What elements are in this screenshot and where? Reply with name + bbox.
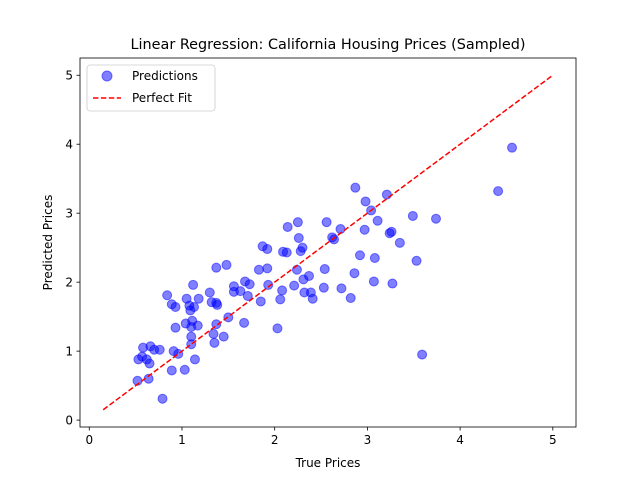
- x-tick-label: 4: [456, 433, 464, 447]
- data-point: [212, 299, 223, 310]
- y-tick-label: 4: [65, 138, 73, 152]
- data-point: [417, 349, 428, 360]
- data-point: [387, 278, 398, 289]
- data-point: [170, 301, 181, 312]
- data-point: [282, 221, 293, 232]
- data-point: [303, 270, 314, 281]
- data-point: [350, 182, 361, 193]
- y-axis: 0 1 2 3 4 5: [65, 69, 80, 427]
- data-point: [193, 293, 204, 304]
- data-point: [386, 226, 397, 237]
- data-point: [262, 244, 273, 255]
- data-point: [221, 259, 232, 270]
- y-tick-label: 1: [65, 344, 73, 358]
- data-point: [157, 393, 168, 404]
- data-point: [289, 280, 300, 291]
- data-point: [242, 290, 253, 301]
- data-point: [281, 247, 292, 258]
- data-point: [262, 263, 273, 274]
- data-point: [263, 279, 274, 290]
- data-point: [407, 210, 418, 221]
- data-point: [297, 242, 308, 253]
- data-point: [292, 217, 303, 228]
- data-point: [329, 234, 340, 245]
- data-point: [291, 264, 302, 275]
- data-point: [507, 142, 518, 153]
- data-point: [275, 294, 286, 305]
- data-point: [239, 317, 250, 328]
- x-tick-label: 5: [549, 433, 557, 447]
- data-point: [235, 286, 246, 297]
- line-layer: [102, 74, 554, 411]
- data-point: [318, 282, 329, 293]
- legend-label-perfect-fit: Perfect Fit: [132, 91, 192, 105]
- data-point: [154, 344, 165, 355]
- x-tick-label: 0: [85, 433, 93, 447]
- legend-marker-predictions: [101, 70, 113, 82]
- data-point: [335, 224, 346, 235]
- data-point: [208, 328, 219, 339]
- data-point: [336, 283, 347, 294]
- chart-title: Linear Regression: California Housing Pr…: [131, 37, 526, 53]
- data-point: [321, 217, 332, 228]
- data-point: [192, 320, 203, 331]
- data-point: [349, 268, 360, 279]
- data-point: [277, 285, 288, 296]
- data-point: [411, 255, 422, 266]
- data-point: [188, 279, 199, 290]
- data-point: [255, 296, 266, 307]
- data-point: [293, 233, 304, 244]
- data-point: [368, 276, 379, 287]
- data-point: [209, 337, 220, 348]
- data-point: [253, 264, 264, 275]
- data-point: [394, 237, 405, 248]
- y-tick-label: 3: [65, 206, 73, 220]
- data-point: [354, 250, 365, 261]
- data-point: [493, 186, 504, 197]
- data-point: [272, 323, 283, 334]
- x-axis-label: True Prices: [295, 456, 361, 470]
- y-tick-label: 0: [65, 413, 73, 427]
- data-point: [307, 293, 318, 304]
- perfect-fit-line: [102, 74, 554, 411]
- y-tick-label: 5: [65, 69, 73, 83]
- data-point: [319, 264, 330, 275]
- data-point: [189, 301, 200, 312]
- data-point: [166, 365, 177, 376]
- x-tick-label: 3: [364, 433, 372, 447]
- data-point: [345, 293, 356, 304]
- data-point: [189, 354, 200, 365]
- data-point: [360, 196, 371, 207]
- data-point: [179, 364, 190, 375]
- data-point: [359, 224, 370, 235]
- data-point: [162, 290, 173, 301]
- x-tick-label: 1: [178, 433, 186, 447]
- axes-frame: [79, 57, 577, 428]
- data-point: [244, 279, 255, 290]
- data-point: [381, 189, 392, 200]
- data-point: [369, 253, 380, 264]
- y-axis-label: Predicted Prices: [41, 195, 55, 291]
- y-tick-label: 2: [65, 275, 73, 289]
- data-point: [186, 331, 197, 342]
- data-point: [170, 322, 181, 333]
- data-point: [204, 287, 215, 298]
- x-axis: 0 1 2 3 4 5: [85, 427, 557, 447]
- data-point: [211, 262, 222, 273]
- legend: Predictions Perfect Fit: [86, 64, 216, 112]
- x-tick-label: 2: [271, 433, 279, 447]
- data-point: [144, 358, 155, 369]
- data-point: [372, 215, 383, 226]
- legend-label-predictions: Predictions: [132, 69, 198, 83]
- legend-frame: [86, 64, 216, 112]
- points-layer: [132, 142, 518, 404]
- data-point: [431, 213, 442, 224]
- data-point: [218, 331, 229, 342]
